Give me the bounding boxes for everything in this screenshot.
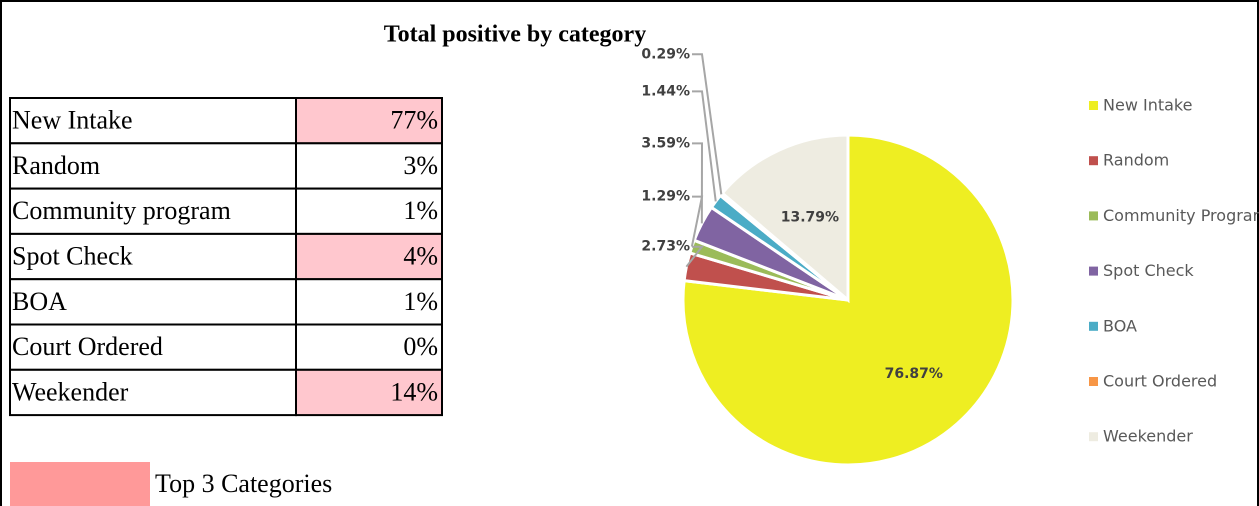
data-label: 1.29% (641, 189, 690, 205)
legend-label: New Intake (1103, 96, 1192, 115)
value-cell (295, 323, 443, 371)
legend-swatch (1089, 321, 1098, 331)
leader-line (692, 90, 717, 202)
row-value: 1% (403, 196, 438, 225)
legend-swatch (1089, 432, 1098, 442)
row-value: 0% (403, 332, 438, 361)
legend-label: Weekender (1103, 427, 1193, 446)
value-cell (295, 232, 443, 281)
data-label: 3.59% (641, 135, 690, 151)
label-cell (9, 368, 297, 417)
legend-label: Random (1103, 151, 1169, 170)
data-label: 76.87% (885, 366, 943, 382)
leader-line (692, 53, 723, 195)
legend-swatch (1089, 266, 1098, 276)
data-label: 1.44% (641, 83, 690, 99)
title: Total positive by category (384, 22, 646, 48)
row-label: Spot Check (12, 242, 133, 271)
data-label: 2.73% (641, 239, 690, 255)
pie-slice (681, 133, 1015, 467)
leader-line (685, 245, 705, 268)
row-label: New Intake (12, 106, 133, 135)
row-label: BOA (12, 287, 67, 316)
data-label: 13.79% (781, 210, 839, 226)
row-value: 1% (403, 287, 438, 316)
row-label: Random (12, 151, 100, 180)
row-label: Court Ordered (12, 332, 163, 361)
legend-label: Court Ordered (1103, 372, 1217, 391)
value-cell (295, 142, 443, 190)
legend-label: BOA (1103, 316, 1137, 335)
legend-swatch (1089, 211, 1098, 221)
leader-line (692, 142, 704, 224)
row-value: 3% (403, 151, 438, 180)
row-value: 14% (390, 377, 438, 406)
label-cell (9, 97, 297, 145)
key-swatch (10, 462, 150, 506)
value-cell (295, 278, 443, 326)
pie-slice (720, 133, 850, 304)
value-cell (295, 187, 443, 235)
data-label: 0.29% (641, 46, 690, 62)
key-label: Top 3 Categories (155, 469, 332, 498)
row-value: 77% (390, 106, 438, 135)
legend-label: Spot Check (1103, 261, 1194, 280)
row-value: 4% (403, 242, 438, 271)
row-label: Weekender (12, 377, 129, 406)
label-cell (9, 323, 297, 371)
label-cell (9, 142, 297, 190)
label-cell (9, 278, 297, 326)
row-label: Community program (12, 196, 231, 225)
legend-swatch (1089, 156, 1098, 166)
legend-swatch (1089, 101, 1098, 110)
legend-label: Community Programs (1103, 206, 1259, 225)
value-cell (295, 368, 443, 417)
legend-swatch (1089, 377, 1098, 386)
